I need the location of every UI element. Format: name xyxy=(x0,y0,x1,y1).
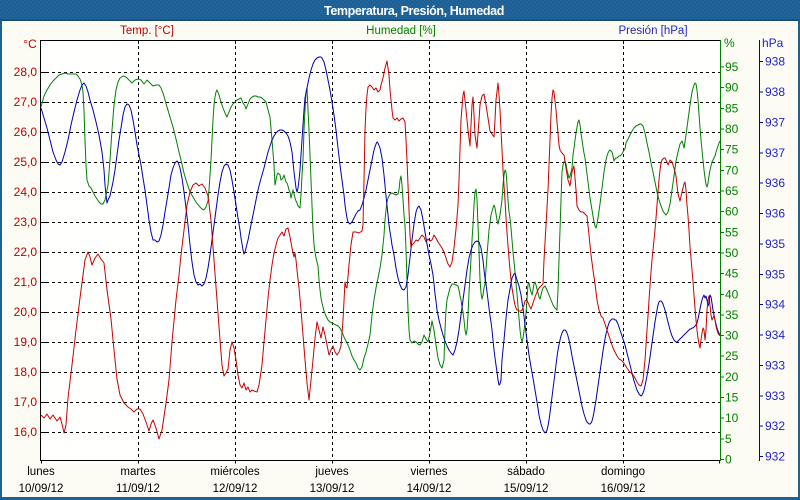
svg-text:14/09/12: 14/09/12 xyxy=(407,483,452,495)
svg-text:26,0: 26,0 xyxy=(14,125,38,139)
svg-text:16/09/12: 16/09/12 xyxy=(601,483,646,495)
svg-text:28,0: 28,0 xyxy=(14,65,38,79)
svg-text:miércoles: miércoles xyxy=(210,466,259,478)
svg-text:65: 65 xyxy=(725,184,739,198)
svg-text:45: 45 xyxy=(725,267,739,281)
svg-text:hPa: hPa xyxy=(762,36,784,50)
svg-text:932: 932 xyxy=(765,450,785,464)
svg-text:20: 20 xyxy=(725,370,739,384)
svg-text:40: 40 xyxy=(725,287,739,301)
svg-text:°C: °C xyxy=(23,37,37,51)
svg-text:0: 0 xyxy=(725,453,732,467)
svg-text:934: 934 xyxy=(765,298,785,312)
svg-text:15/09/12: 15/09/12 xyxy=(504,483,549,495)
svg-text:27,0: 27,0 xyxy=(14,95,38,109)
svg-text:21,0: 21,0 xyxy=(14,275,38,289)
svg-text:17,0: 17,0 xyxy=(14,395,38,409)
svg-text:martes: martes xyxy=(120,466,155,478)
svg-text:Humedad [%]: Humedad [%] xyxy=(366,25,436,37)
svg-text:10/09/12: 10/09/12 xyxy=(19,483,64,495)
svg-text:932: 932 xyxy=(765,419,785,433)
svg-text:938: 938 xyxy=(765,55,785,69)
svg-text:70: 70 xyxy=(725,163,739,177)
svg-text:15: 15 xyxy=(725,391,739,405)
svg-text:24,0: 24,0 xyxy=(14,185,38,199)
svg-text:60: 60 xyxy=(725,205,739,219)
svg-text:95: 95 xyxy=(725,60,739,74)
svg-text:domingo: domingo xyxy=(601,466,645,478)
svg-text:937: 937 xyxy=(765,146,785,160)
svg-text:13/09/12: 13/09/12 xyxy=(310,483,355,495)
svg-text:25,0: 25,0 xyxy=(14,155,38,169)
svg-text:55: 55 xyxy=(725,225,739,239)
svg-text:20,0: 20,0 xyxy=(14,305,38,319)
svg-text:933: 933 xyxy=(765,389,785,403)
svg-text:sábado: sábado xyxy=(507,466,545,478)
svg-text:18,0: 18,0 xyxy=(14,365,38,379)
svg-text:30: 30 xyxy=(725,329,739,343)
svg-text:935: 935 xyxy=(765,237,785,251)
svg-text:%: % xyxy=(724,36,735,50)
svg-text:25: 25 xyxy=(725,349,739,363)
svg-text:90: 90 xyxy=(725,81,739,95)
svg-text:85: 85 xyxy=(725,101,739,115)
svg-text:lunes: lunes xyxy=(27,466,55,478)
svg-text:11/09/12: 11/09/12 xyxy=(116,483,160,495)
svg-text:Temperatura, Presión, Humedad: Temperatura, Presión, Humedad xyxy=(324,4,504,18)
svg-text:936: 936 xyxy=(765,176,785,190)
svg-text:22,0: 22,0 xyxy=(14,245,38,259)
svg-text:935: 935 xyxy=(765,267,785,281)
svg-text:jueves: jueves xyxy=(314,466,348,478)
svg-text:Temp. [°C]: Temp. [°C] xyxy=(120,25,174,37)
svg-text:937: 937 xyxy=(765,115,785,129)
svg-text:Presión [hPa]: Presión [hPa] xyxy=(618,25,687,37)
svg-text:35: 35 xyxy=(725,308,739,322)
svg-text:936: 936 xyxy=(765,207,785,221)
svg-text:16,0: 16,0 xyxy=(14,425,38,439)
svg-text:23,0: 23,0 xyxy=(14,215,38,229)
svg-text:50: 50 xyxy=(725,246,739,260)
svg-text:10: 10 xyxy=(725,411,739,425)
svg-text:12/09/12: 12/09/12 xyxy=(213,483,258,495)
svg-text:933: 933 xyxy=(765,358,785,372)
svg-text:19,0: 19,0 xyxy=(14,335,38,349)
svg-text:938: 938 xyxy=(765,85,785,99)
svg-text:934: 934 xyxy=(765,328,785,342)
svg-text:viernes: viernes xyxy=(410,466,447,478)
svg-text:5: 5 xyxy=(725,432,732,446)
svg-text:80: 80 xyxy=(725,122,739,136)
svg-text:75: 75 xyxy=(725,143,739,157)
